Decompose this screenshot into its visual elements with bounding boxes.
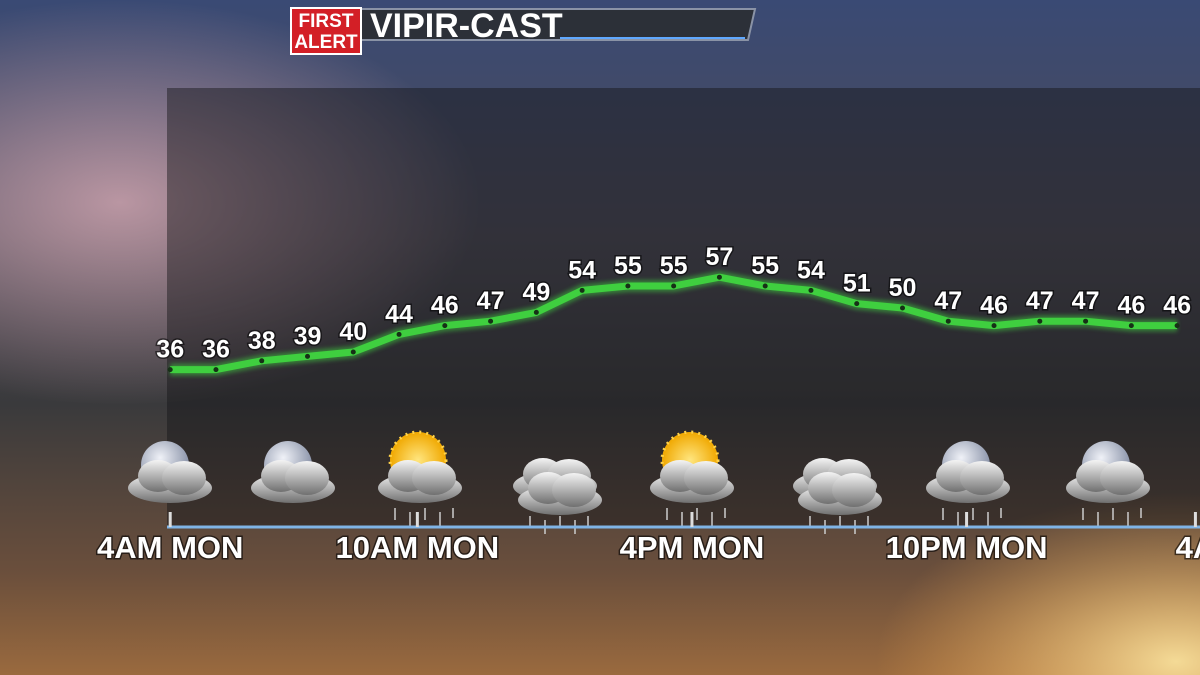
point bbox=[305, 353, 311, 359]
point bbox=[442, 323, 448, 329]
value-label: 57 bbox=[706, 243, 734, 271]
title: VIPIR-CAST bbox=[370, 7, 563, 45]
value-label: 36 bbox=[202, 336, 230, 364]
point bbox=[579, 287, 585, 293]
value-label: 55 bbox=[660, 252, 688, 280]
point bbox=[762, 283, 768, 289]
point bbox=[259, 358, 265, 364]
point bbox=[945, 318, 951, 324]
point bbox=[854, 301, 860, 307]
point bbox=[625, 283, 631, 289]
point bbox=[167, 367, 173, 373]
value-label: 54 bbox=[797, 256, 825, 284]
x-tick-label: 4AM MON bbox=[97, 530, 243, 565]
point bbox=[1037, 318, 1043, 324]
point bbox=[671, 283, 677, 289]
badge bbox=[290, 7, 362, 55]
point bbox=[396, 331, 402, 337]
value-label: 47 bbox=[1072, 287, 1100, 315]
point bbox=[716, 274, 722, 280]
value-label: 47 bbox=[1026, 287, 1054, 315]
point bbox=[1128, 323, 1134, 329]
point bbox=[533, 309, 539, 315]
x-tick-label: 4A bbox=[1176, 530, 1200, 565]
value-label: 50 bbox=[889, 274, 917, 302]
point bbox=[900, 305, 906, 311]
value-label: 55 bbox=[614, 252, 642, 280]
point bbox=[991, 323, 997, 329]
value-label: 55 bbox=[751, 252, 779, 280]
badge-text: FIRST bbox=[299, 11, 354, 32]
value-label: 38 bbox=[248, 327, 276, 355]
x-tick-label: 10PM MON bbox=[886, 530, 1048, 565]
value-label: 46 bbox=[1163, 292, 1191, 320]
point bbox=[1083, 318, 1089, 324]
weather-icons bbox=[128, 430, 1150, 535]
value-label: 49 bbox=[522, 278, 550, 306]
x-tick-label: 10AM MON bbox=[336, 530, 500, 565]
value-label: 46 bbox=[980, 292, 1008, 320]
point bbox=[350, 349, 356, 355]
point bbox=[1174, 323, 1180, 329]
value-label: 46 bbox=[1117, 292, 1145, 320]
value-label: 46 bbox=[431, 292, 459, 320]
value-label: 54 bbox=[568, 256, 596, 284]
x-tick-label: 4PM MON bbox=[620, 530, 765, 565]
value-label: 47 bbox=[934, 287, 962, 315]
point bbox=[488, 318, 494, 324]
value-label: 51 bbox=[843, 270, 871, 298]
point bbox=[213, 367, 219, 373]
point bbox=[808, 287, 814, 293]
value-label: 36 bbox=[156, 336, 184, 364]
value-label: 39 bbox=[294, 322, 322, 350]
value-label: 47 bbox=[477, 287, 505, 315]
value-label: 44 bbox=[385, 300, 413, 328]
badge-text: ALERT bbox=[294, 32, 358, 53]
value-label: 40 bbox=[339, 318, 367, 346]
